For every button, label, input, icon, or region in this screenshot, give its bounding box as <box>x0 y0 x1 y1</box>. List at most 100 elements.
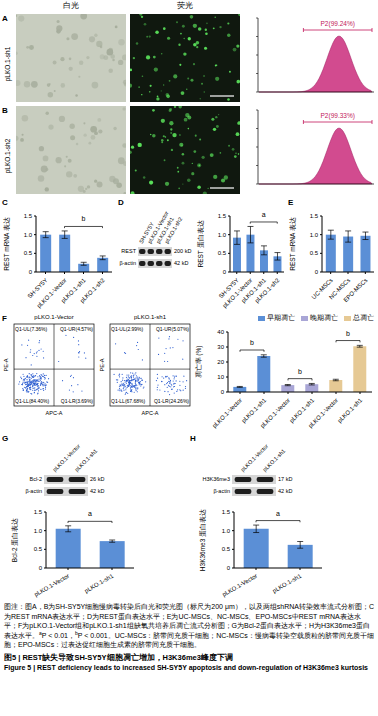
svg-text:42 kD: 42 kD <box>174 260 188 266</box>
svg-text:pLKO.1-sh1: pLKO.1-sh1 <box>240 397 268 424</box>
svg-text:1.5: 1.5 <box>310 213 319 219</box>
svg-text:0: 0 <box>221 389 225 395</box>
svg-text:Q1-UL(7.36%): Q1-UL(7.36%) <box>15 326 48 332</box>
html-text:REST 蛋白表达: REST 蛋白表达 <box>196 220 204 268</box>
svg-text:a: a <box>88 510 92 517</box>
svg-text:0: 0 <box>29 269 33 275</box>
html-text:荧光: 荧光 <box>177 1 193 10</box>
svg-text:1.0: 1.0 <box>34 528 43 534</box>
html-text:H3K36me3 蛋白表达: H3K36me3 蛋白表达 <box>198 508 206 572</box>
svg-text:pLKO.1-sh1: pLKO.1-sh1 <box>336 397 363 424</box>
svg-text:1.5: 1.5 <box>34 509 43 515</box>
svg-text:pLKO.1-Vector: pLKO.1-Vector <box>307 397 339 429</box>
svg-text:REST: REST <box>121 248 136 254</box>
svg-text:pLKO.1-sh1: pLKO.1-sh1 <box>154 216 175 245</box>
svg-text:26 kD: 26 kD <box>90 476 104 482</box>
svg-text:pLKO.1-sh2: pLKO.1-sh2 <box>254 277 281 304</box>
svg-text:PE-A: PE-A <box>99 358 105 371</box>
html-text:Bcl-2 蛋白表达: Bcl-2 蛋白表达 <box>10 517 18 563</box>
svg-text:1.5: 1.5 <box>24 213 33 219</box>
svg-text:b: b <box>346 330 350 337</box>
svg-text:UC-MSCs: UC-MSCs <box>310 277 334 301</box>
svg-text:EPO-MSCs: EPO-MSCs <box>342 277 368 303</box>
svg-text:1.0: 1.0 <box>310 232 319 238</box>
svg-text:P2(99.24%): P2(99.24%) <box>321 20 355 28</box>
svg-text:Q1-LR(24.26%): Q1-LR(24.26%) <box>154 398 189 404</box>
svg-text:b: b <box>298 368 302 375</box>
svg-text:pLKO.1-sh1: pLKO.1-sh1 <box>59 277 87 304</box>
svg-text:0.5: 0.5 <box>310 250 319 256</box>
html-text:白光: 白光 <box>63 1 79 10</box>
svg-text:1.5: 1.5 <box>222 509 231 515</box>
svg-text:pLKO.1-Vector: pLKO.1-Vector <box>211 397 243 429</box>
html-text:REST mRNA 表达: REST mRNA 表达 <box>2 217 10 271</box>
svg-text:Bcl-2: Bcl-2 <box>29 476 42 482</box>
svg-text:NC-MSCs: NC-MSCs <box>327 277 352 301</box>
svg-text:pLKO.1-Vector: pLKO.1-Vector <box>36 277 68 309</box>
svg-text:42 kD: 42 kD <box>90 488 104 494</box>
svg-text:0.5: 0.5 <box>24 250 33 256</box>
svg-text:pLKO.1-sh1: pLKO.1-sh1 <box>84 572 115 594</box>
html-text:pLKO.1-sh2: pLKO.1-sh2 <box>3 138 11 174</box>
svg-text:a: a <box>276 510 280 517</box>
svg-text:PE-A: PE-A <box>3 358 9 371</box>
svg-text:SH-SY5Y: SH-SY5Y <box>26 277 49 300</box>
svg-text:10: 10 <box>217 374 224 380</box>
svg-text:0: 0 <box>315 269 319 275</box>
svg-text:0.5: 0.5 <box>34 546 43 552</box>
svg-text:Q1-UL(2.99%): Q1-UL(2.99%) <box>111 326 144 332</box>
svg-text:Q1-UR(5.07%): Q1-UR(5.07%) <box>156 326 189 332</box>
svg-text:1.5: 1.5 <box>218 213 227 219</box>
html-text:图5 | REST缺失导致SH-SY5Y细胞凋亡增加，H3K: 图5 | REST缺失导致SH-SY5Y细胞凋亡增加，H3K36me3峰度下调 <box>4 652 233 662</box>
svg-text:pLKO.1-Vector: pLKO.1-Vector <box>146 210 170 245</box>
svg-text:SH-SY5Y: SH-SY5Y <box>137 221 155 245</box>
html-text:图注：图A，B为SH-SY5Y细胞慢病毒转染后白光和荧光图（: 图注：图A，B为SH-SY5Y细胞慢病毒转染后白光和荧光图（标尺为200 μm）… <box>4 603 374 648</box>
svg-text:pLKO.1-Vector: pLKO.1-Vector <box>221 277 254 310</box>
svg-text:pLKO.1-sh1: pLKO.1-sh1 <box>288 397 316 424</box>
svg-text:20: 20 <box>217 359 224 365</box>
svg-text:pLKO.1-Vector: pLKO.1-Vector <box>33 573 70 598</box>
svg-text:β-actin: β-actin <box>25 488 42 494</box>
svg-text:pLKO.1-sh2: pLKO.1-sh2 <box>163 216 183 244</box>
svg-text:40: 40 <box>217 329 224 335</box>
svg-text:APC-A: APC-A <box>142 410 159 416</box>
svg-text:Q1-LL(84.40%): Q1-LL(84.40%) <box>15 398 50 404</box>
svg-text:APC-A: APC-A <box>46 410 63 416</box>
svg-text:0.5: 0.5 <box>218 250 227 256</box>
svg-text:1.0: 1.0 <box>218 232 227 238</box>
svg-text:0.5: 0.5 <box>222 546 231 552</box>
svg-text:30: 30 <box>217 344 224 350</box>
svg-text:0: 0 <box>227 565 231 571</box>
html-text:Figure 5 | REST deficiency lea: Figure 5 | REST deficiency leads to incr… <box>4 663 368 671</box>
svg-text:β-actin: β-actin <box>213 488 230 494</box>
html-text:pLKO.1-sh1: pLKO.1-sh1 <box>3 46 11 82</box>
svg-text:pLKO.1-sh2: pLKO.1-sh2 <box>79 277 106 304</box>
html-text:凋亡率 (%): 凋亡率 (%) <box>194 345 202 379</box>
svg-text:P2(99.33%): P2(99.33%) <box>321 112 355 120</box>
svg-text:42 kD: 42 kD <box>278 488 292 494</box>
svg-text:β-actin: β-actin <box>119 260 136 266</box>
svg-text:pLKO.1-sh1: pLKO.1-sh1 <box>240 277 267 304</box>
svg-text:pLKO.1-Vector: pLKO.1-Vector <box>239 443 270 473</box>
svg-text:Q1-LR(3.69%): Q1-LR(3.69%) <box>61 398 94 404</box>
svg-text:pLKO.1-sh1: pLKO.1-sh1 <box>261 448 286 473</box>
svg-text:1.0: 1.0 <box>24 232 33 238</box>
svg-text:pLKO.1-Vector: pLKO.1-Vector <box>51 443 82 473</box>
html-text:REST mRNA 表达: REST mRNA 表达 <box>288 217 296 271</box>
svg-text:H3K36me3: H3K36me3 <box>202 476 230 482</box>
svg-text:Q1-UR(4.57%): Q1-UR(4.57%) <box>60 326 93 332</box>
svg-text:b: b <box>250 339 254 346</box>
svg-text:pLKO.1-sh1: pLKO.1-sh1 <box>272 572 303 594</box>
svg-text:0: 0 <box>223 269 227 275</box>
svg-text:b: b <box>82 215 86 222</box>
svg-text:0: 0 <box>39 565 43 571</box>
svg-text:a: a <box>262 211 266 218</box>
svg-text:200 kD: 200 kD <box>174 248 191 254</box>
svg-text:pLKO.1-Vector: pLKO.1-Vector <box>259 397 291 429</box>
svg-text:SH-SY5Y: SH-SY5Y <box>217 277 240 300</box>
svg-text:17 kD: 17 kD <box>278 476 292 482</box>
svg-text:pLKO.1-sh1: pLKO.1-sh1 <box>73 448 98 473</box>
svg-text:Q1-LL(67.68%): Q1-LL(67.68%) <box>111 398 146 404</box>
svg-text:1.0: 1.0 <box>222 528 231 534</box>
svg-text:pLKO.1-Vector: pLKO.1-Vector <box>221 573 258 598</box>
